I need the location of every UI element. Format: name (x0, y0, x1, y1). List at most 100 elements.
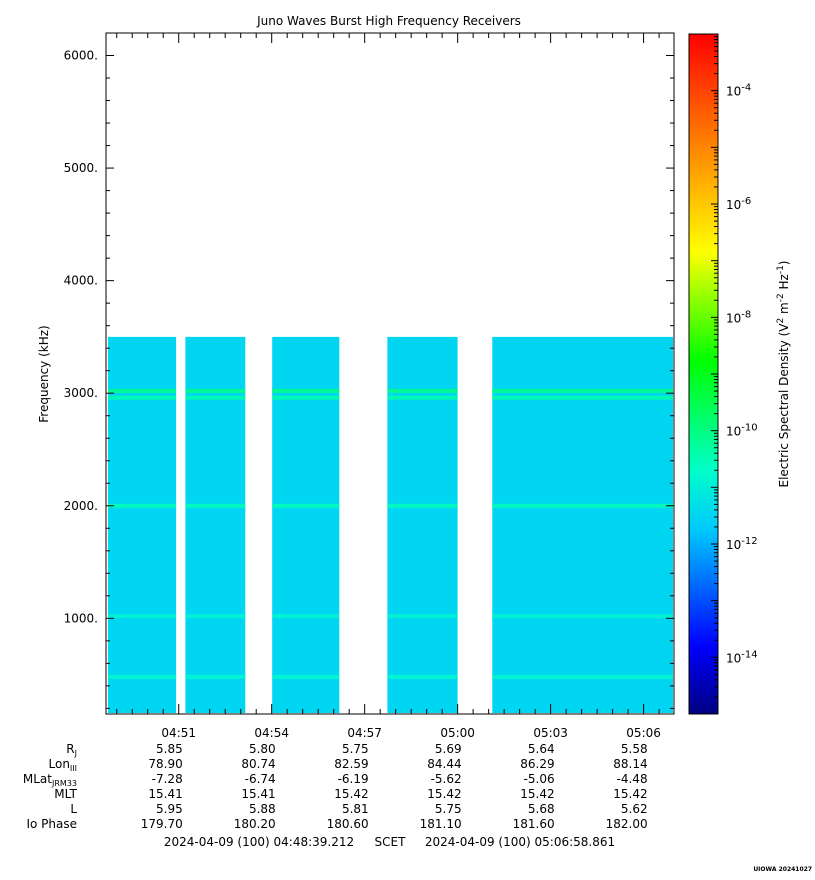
emission-line-1-seg-3 (272, 388, 340, 393)
ephemeris-value: 179.70 (141, 817, 183, 831)
ephemeris-value: 5.75 (342, 742, 369, 756)
emission-line-3-seg-1 (108, 503, 177, 508)
ephemeris-value: 181.10 (420, 817, 462, 831)
colorbar-tick-label: 10-10 (726, 423, 758, 439)
ephemeris-value: 5.85 (156, 742, 183, 756)
ephemeris-value: 80.74 (241, 757, 275, 771)
ephemeris-value: 180.60 (327, 817, 369, 831)
heatmap-segment-4 (387, 336, 458, 713)
ephemeris-value: 15.42 (427, 787, 461, 801)
ephemeris-table: RJ 5.85 5.80 5.75 5.69 5.64 5.58 LonIII 78.90 80.… (23, 742, 648, 831)
heatmap-cells (108, 336, 673, 713)
ephemeris-value: 5.58 (621, 742, 648, 756)
x-tick-label: 05:00 (440, 726, 475, 740)
ephemeris-row-label: MLatJRM33 (23, 772, 77, 788)
ephemeris-value: 5.95 (156, 802, 183, 816)
ephemeris-value: -6.74 (245, 772, 276, 786)
ephemeris-value: 5.62 (621, 802, 648, 816)
footer-start-time: 2024-04-09 (100) 04:48:39.212 (164, 835, 354, 849)
emission-line-5-seg-1 (108, 674, 177, 679)
emission-line-2-seg-3 (272, 395, 340, 400)
footer-scet-label: SCET (375, 835, 407, 849)
x-tick-label: 04:54 (254, 726, 289, 740)
emission-line-4-seg-3 (272, 614, 340, 619)
ephemeris-value: 180.20 (234, 817, 276, 831)
y-axis-label: Frequency (kHz) (37, 325, 51, 422)
ephemeris-row-label: MLT (54, 787, 77, 801)
ephemeris-value: 78.90 (148, 757, 182, 771)
emission-line-4-seg-4 (387, 614, 458, 619)
ephemeris-value: 84.44 (427, 757, 461, 771)
y-tick-label: 4000. (64, 274, 98, 288)
version-stamp: UIOWA 20241027 (753, 866, 812, 873)
ephemeris-value: 15.42 (520, 787, 554, 801)
heatmap-segment-3 (272, 336, 340, 713)
ephemeris-value: -7.28 (152, 772, 183, 786)
x-tick-label: 05:06 (626, 726, 661, 740)
emission-line-3-seg-4 (387, 503, 458, 508)
plot-frame (105, 32, 675, 715)
emission-line-4-seg-1 (108, 614, 177, 619)
ephemeris-value: -5.06 (524, 772, 555, 786)
x-tick-label: 05:03 (533, 726, 568, 740)
y-tick-label: 5000. (64, 161, 98, 175)
emission-line-5-seg-3 (272, 674, 340, 679)
ephemeris-value: -5.62 (431, 772, 462, 786)
emission-line-5-seg-2 (185, 674, 246, 679)
ephemeris-value: 5.88 (249, 802, 276, 816)
emission-line-1-seg-4 (387, 388, 458, 393)
ephemeris-value: -4.48 (617, 772, 648, 786)
ephemeris-row-label: Io Phase (26, 817, 77, 831)
heatmap-segment-1 (108, 336, 177, 713)
emission-line-5-seg-5 (492, 674, 673, 679)
footer-end-time: 2024-04-09 (100) 05:06:58.861 (425, 835, 615, 849)
emission-line-1-seg-5 (492, 388, 673, 393)
emission-line-5-seg-4 (387, 674, 458, 679)
emission-line-2-seg-5 (492, 395, 673, 400)
heatmap-segment-5 (492, 336, 673, 713)
colorbar-tick-label: 10-8 (726, 309, 751, 325)
emission-line-2-seg-1 (108, 395, 177, 400)
x-tick-label: 04:57 (347, 726, 382, 740)
ephemeris-row-label: RJ (66, 742, 77, 758)
ephemeris-value: 5.68 (528, 802, 555, 816)
y-tick-label: 3000. (64, 386, 98, 400)
colorbar-tick-label: 10-14 (726, 649, 758, 665)
emission-line-3-seg-2 (185, 503, 246, 508)
ephemeris-value: 182.00 (606, 817, 648, 831)
y-axis: 1000. 2000. 3000. 4000. 5000. 6000. (64, 32, 674, 709)
emission-line-2-seg-4 (387, 395, 458, 400)
ephemeris-value: 15.41 (148, 787, 182, 801)
ephemeris-value: 88.14 (613, 757, 647, 771)
colorbar-tick-label: 10-6 (726, 196, 751, 212)
ephemeris-value: 181.60 (513, 817, 555, 831)
emission-line-1-seg-2 (185, 388, 246, 393)
ephemeris-value: -6.19 (338, 772, 369, 786)
ephemeris-value: 5.80 (249, 742, 276, 756)
emission-line-3-seg-3 (272, 503, 340, 508)
x-tick-label: 04:51 (161, 726, 196, 740)
emission-line-1-seg-1 (108, 388, 177, 393)
ephemeris-value: 15.42 (334, 787, 368, 801)
ephemeris-value: 15.41 (241, 787, 275, 801)
ephemeris-value: 82.59 (334, 757, 368, 771)
ephemeris-value: 15.42 (613, 787, 647, 801)
emission-line-4-seg-5 (492, 614, 673, 619)
y-tick-label: 2000. (64, 499, 98, 513)
emission-line-2-seg-2 (185, 395, 246, 400)
y-tick-label: 1000. (64, 611, 98, 625)
ephemeris-value: 86.29 (520, 757, 554, 771)
colorbar-tick-label: 10-12 (726, 536, 758, 552)
emission-line-4-seg-2 (185, 614, 246, 619)
colorbar-label: Electric Spectral Density (V2 m-2 Hz-1) (776, 260, 791, 487)
x-axis: 04:51 04:54 04:57 05:00 05:03 05:06 (116, 33, 661, 740)
ephemeris-value: 5.64 (528, 742, 555, 756)
y-tick-label: 6000. (64, 49, 98, 63)
colorbar-tick-label: 10-4 (726, 83, 751, 99)
ephemeris-value: 5.75 (435, 802, 462, 816)
heatmap-segment-2 (185, 336, 246, 713)
ephemeris-row-label: LonIII (49, 757, 78, 773)
ephemeris-row-label: L (70, 802, 77, 816)
ephemeris-value: 5.69 (435, 742, 462, 756)
ephemeris-value: 5.81 (342, 802, 369, 816)
